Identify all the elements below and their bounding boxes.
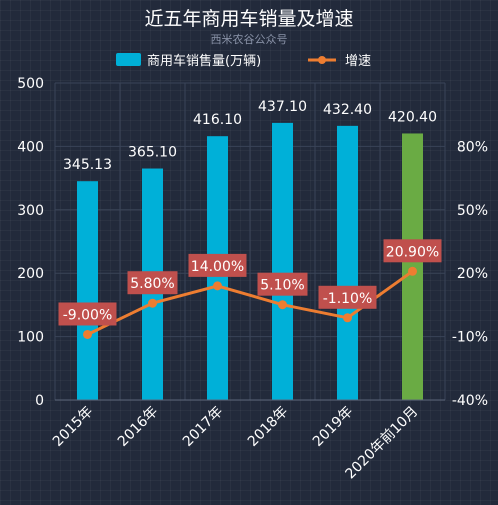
growth-label-box bbox=[318, 285, 377, 309]
growth-label-box bbox=[257, 272, 308, 296]
legend-bar-swatch bbox=[116, 53, 141, 66]
bar-value-label: 437.10 bbox=[258, 99, 307, 115]
bar-value-label: 365.10 bbox=[128, 145, 177, 161]
bar-value-labels: 345.13 365.10 416.10 437.10 432.40 420.40 bbox=[63, 99, 437, 173]
growth-point bbox=[278, 300, 287, 310]
chart-title: 近五年商用车销量及增速 bbox=[144, 8, 353, 30]
growth-point bbox=[343, 313, 352, 323]
growth-label-box bbox=[127, 271, 178, 295]
y-right-tick-label: -40% bbox=[452, 393, 488, 409]
growth-label-box bbox=[58, 302, 117, 326]
legend-line-marker bbox=[318, 56, 326, 64]
bar-value-label: 345.13 bbox=[63, 157, 112, 173]
y-left-tick-label: 500 bbox=[17, 76, 44, 92]
bar bbox=[272, 122, 293, 400]
growth-label-box bbox=[383, 239, 442, 263]
legend-bar-label: 商用车销售量(万辆) bbox=[147, 53, 261, 69]
y-right-tick-label: 20% bbox=[457, 266, 488, 282]
growth-point bbox=[83, 329, 92, 339]
growth-line bbox=[83, 266, 417, 339]
growth-label: 14.00% bbox=[191, 259, 244, 275]
bar-value-label: 420.40 bbox=[388, 109, 437, 125]
legend: 商用车销售量(万辆) 增速 bbox=[116, 53, 371, 69]
growth-label: 20.90% bbox=[386, 244, 439, 260]
growth-label: 5.80% bbox=[130, 276, 174, 292]
bar-value-label: 432.40 bbox=[323, 102, 372, 118]
growth-label-box bbox=[188, 253, 247, 277]
grid bbox=[54, 82, 446, 401]
y-left-tick-label: 0 bbox=[35, 393, 44, 409]
growth-point bbox=[213, 281, 222, 291]
y-left-tick-label: 200 bbox=[17, 266, 44, 282]
y-right-tick-label: -10% bbox=[452, 330, 488, 346]
chart-subtitle: 西米农谷公众号 bbox=[211, 32, 288, 46]
growth-point bbox=[408, 266, 417, 276]
growth-point bbox=[148, 298, 157, 308]
bar bbox=[337, 125, 358, 400]
growth-line-path bbox=[86, 270, 414, 336]
bar bbox=[402, 133, 423, 400]
growth-label: -1.10% bbox=[323, 291, 373, 307]
y-left-tick-label: 100 bbox=[17, 330, 44, 346]
bar-value-label: 416.10 bbox=[193, 112, 242, 128]
legend-line-label: 增速 bbox=[345, 54, 371, 69]
x-tick-label: 2018年 bbox=[245, 404, 291, 450]
y-left-tick-label: 300 bbox=[17, 203, 44, 219]
bar bbox=[77, 181, 98, 400]
y-right-tick-label: 80% bbox=[457, 139, 488, 155]
y-right-tick-label: 50% bbox=[457, 203, 488, 219]
growth-label: -9.00% bbox=[63, 307, 113, 323]
x-tick-label: 2019年 bbox=[310, 404, 356, 450]
y-left-tick-label: 400 bbox=[17, 139, 44, 155]
x-tick-label: 2015年 bbox=[50, 404, 96, 450]
growth-label: 5.10% bbox=[260, 278, 304, 294]
x-tick-label: 2016年 bbox=[115, 404, 161, 450]
x-tick-label: 2017年 bbox=[180, 404, 226, 450]
growth-labels: -9.00% 5.80% 14.00% 5.10% -1.10% 20.90% bbox=[58, 239, 442, 326]
